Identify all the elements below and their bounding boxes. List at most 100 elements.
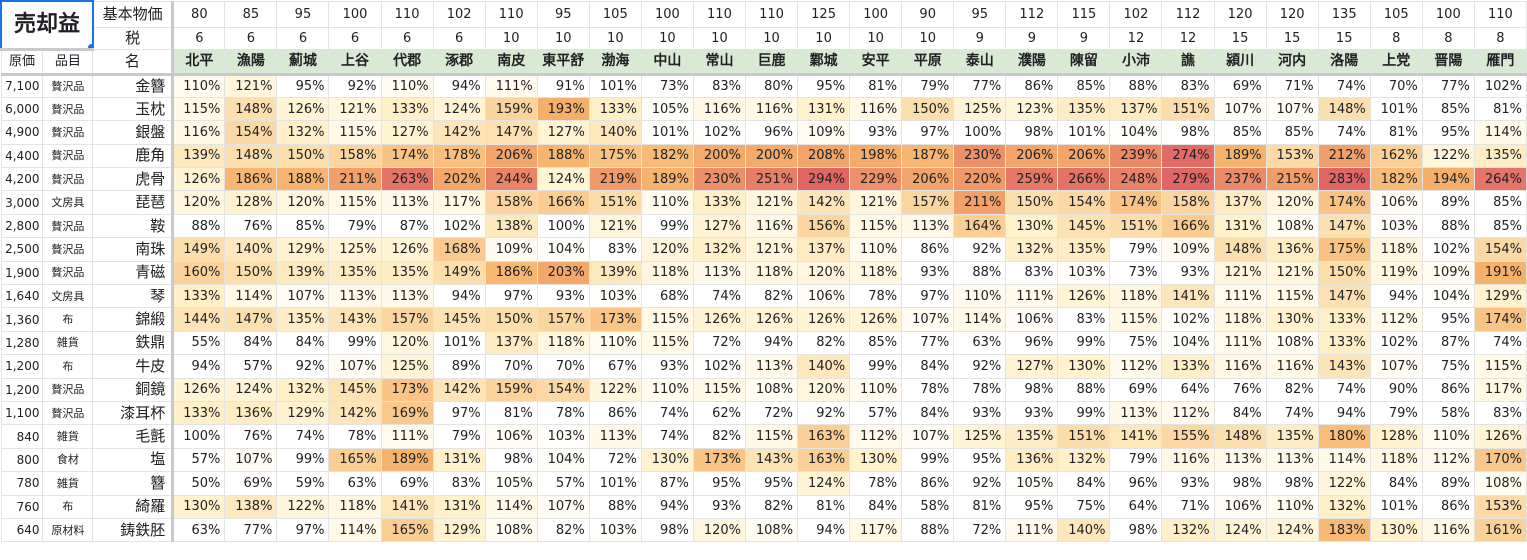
profit-ratio-cell[interactable]: 259% [1005, 167, 1059, 192]
profit-ratio-cell[interactable]: 100% [953, 120, 1007, 145]
profit-ratio-cell[interactable]: 94% [432, 73, 486, 98]
profit-ratio-cell[interactable]: 107% [328, 354, 382, 379]
profit-ratio-cell[interactable]: 98% [1161, 120, 1215, 145]
profit-ratio-cell[interactable]: 114% [953, 307, 1007, 332]
profit-ratio-cell[interactable]: 113% [1213, 447, 1267, 473]
profit-ratio-cell[interactable]: 74% [1317, 377, 1371, 402]
profit-ratio-cell[interactable]: 135% [1057, 96, 1111, 122]
base-price-cell[interactable]: 90 [901, 0, 955, 28]
profit-ratio-cell[interactable]: 88% [901, 517, 955, 543]
profit-ratio-cell[interactable]: 140% [1057, 517, 1111, 543]
original-price-cell[interactable]: 800 [0, 447, 44, 473]
profit-ratio-cell[interactable]: 74% [1265, 400, 1319, 426]
base-price-cell[interactable]: 102 [1109, 0, 1163, 28]
profit-ratio-cell[interactable]: 102% [432, 213, 486, 239]
profit-ratio-cell[interactable]: 90% [1369, 377, 1423, 402]
category-cell[interactable]: 雑貨 [42, 330, 94, 356]
category-cell[interactable]: 雑貨 [42, 424, 94, 449]
original-price-cell[interactable]: 1,360 [0, 307, 44, 332]
profit-ratio-cell[interactable]: 75% [1057, 494, 1111, 519]
profit-ratio-cell[interactable]: 118% [328, 494, 382, 519]
tax-cell[interactable]: 12 [1109, 26, 1163, 50]
profit-ratio-cell[interactable]: 93% [692, 494, 746, 519]
city-header[interactable]: 潁川 [1213, 48, 1267, 76]
profit-ratio-cell[interactable]: 79% [1369, 400, 1423, 426]
profit-ratio-cell[interactable]: 133% [1317, 307, 1371, 332]
profit-ratio-cell[interactable]: 109% [484, 237, 538, 262]
profit-ratio-cell[interactable]: 150% [484, 307, 538, 332]
item-name-cell[interactable]: 金簪 [92, 73, 175, 98]
profit-ratio-cell[interactable]: 81% [797, 494, 851, 519]
profit-ratio-cell[interactable]: 129% [276, 400, 330, 426]
profit-ratio-cell[interactable]: 127% [692, 213, 746, 239]
city-header[interactable]: 北平 [172, 48, 226, 76]
base-price-cell[interactable]: 85 [224, 0, 278, 28]
profit-ratio-cell[interactable]: 142% [328, 400, 382, 426]
profit-ratio-cell[interactable]: 104% [1421, 284, 1475, 309]
profit-ratio-cell[interactable]: 107% [1369, 354, 1423, 379]
profit-ratio-cell[interactable]: 237% [1213, 167, 1267, 192]
profit-ratio-cell[interactable]: 160% [172, 260, 226, 286]
profit-ratio-cell[interactable]: 85% [1057, 73, 1111, 98]
tax-cell[interactable]: 10 [849, 26, 903, 50]
profit-ratio-cell[interactable]: 114% [1317, 447, 1371, 473]
profit-ratio-cell[interactable]: 99% [901, 447, 955, 473]
profit-ratio-cell[interactable]: 173% [588, 307, 642, 332]
profit-ratio-cell[interactable]: 74% [1317, 73, 1371, 98]
item-name-cell[interactable]: 虎骨 [92, 167, 175, 192]
profit-ratio-cell[interactable]: 206% [1005, 143, 1059, 169]
profit-ratio-cell[interactable]: 116% [1161, 447, 1215, 473]
profit-ratio-cell[interactable]: 89% [1421, 471, 1475, 496]
profit-ratio-cell[interactable]: 156% [797, 213, 851, 239]
item-name-cell[interactable]: 青磁 [92, 260, 175, 286]
profit-ratio-cell[interactable]: 85% [276, 213, 330, 239]
profit-ratio-cell[interactable]: 174% [1317, 190, 1371, 215]
tax-cell[interactable]: 10 [744, 26, 799, 50]
base-price-cell[interactable]: 95 [276, 0, 330, 28]
profit-ratio-cell[interactable]: 69% [380, 471, 434, 496]
profit-ratio-cell[interactable]: 128% [1369, 424, 1423, 449]
profit-ratio-cell[interactable]: 116% [744, 213, 799, 239]
profit-ratio-cell[interactable]: 188% [276, 167, 330, 192]
profit-ratio-cell[interactable]: 115% [172, 96, 226, 122]
profit-ratio-cell[interactable]: 126% [276, 96, 330, 122]
profit-ratio-cell[interactable]: 198% [849, 143, 903, 169]
city-header[interactable]: 代郡 [380, 48, 434, 76]
profit-ratio-cell[interactable]: 58% [1421, 400, 1475, 426]
profit-ratio-cell[interactable]: 76% [1213, 377, 1267, 402]
profit-ratio-cell[interactable]: 83% [432, 471, 486, 496]
profit-ratio-cell[interactable]: 173% [692, 447, 746, 473]
city-header[interactable]: 泰山 [953, 48, 1007, 76]
profit-ratio-cell[interactable]: 133% [1161, 354, 1215, 379]
category-cell[interactable]: 贅沢品 [42, 377, 94, 402]
profit-ratio-cell[interactable]: 174% [1473, 307, 1527, 332]
profit-ratio-cell[interactable]: 187% [901, 143, 955, 169]
profit-ratio-cell[interactable]: 113% [328, 284, 382, 309]
profit-ratio-cell[interactable]: 166% [536, 190, 590, 215]
profit-ratio-cell[interactable]: 96% [1005, 330, 1059, 356]
category-cell[interactable]: 贅沢品 [42, 260, 94, 286]
profit-ratio-cell[interactable]: 113% [380, 284, 434, 309]
profit-ratio-cell[interactable]: 150% [1317, 260, 1371, 286]
tax-cell[interactable]: 10 [536, 26, 590, 50]
profit-ratio-cell[interactable]: 140% [797, 354, 851, 379]
profit-ratio-cell[interactable]: 127% [380, 120, 434, 145]
profit-ratio-cell[interactable]: 149% [172, 237, 226, 262]
profit-ratio-cell[interactable]: 145% [328, 377, 382, 402]
profit-ratio-cell[interactable]: 83% [692, 73, 746, 98]
profit-ratio-cell[interactable]: 93% [901, 260, 955, 286]
profit-ratio-cell[interactable]: 57% [849, 400, 903, 426]
profit-ratio-cell[interactable]: 148% [224, 96, 278, 122]
profit-ratio-cell[interactable]: 105% [484, 471, 538, 496]
profit-ratio-cell[interactable]: 128% [224, 190, 278, 215]
profit-ratio-cell[interactable]: 114% [1473, 120, 1527, 145]
profit-ratio-cell[interactable]: 168% [432, 237, 486, 262]
profit-ratio-cell[interactable]: 135% [1057, 237, 1111, 262]
profit-ratio-cell[interactable]: 123% [1005, 96, 1059, 122]
profit-ratio-cell[interactable]: 173% [380, 377, 434, 402]
base-price-cell[interactable]: 135 [1317, 0, 1371, 28]
profit-ratio-cell[interactable]: 137% [797, 237, 851, 262]
base-price-cell[interactable]: 112 [1161, 0, 1215, 28]
profit-ratio-cell[interactable]: 95% [744, 471, 799, 496]
profit-ratio-cell[interactable]: 188% [536, 143, 590, 169]
